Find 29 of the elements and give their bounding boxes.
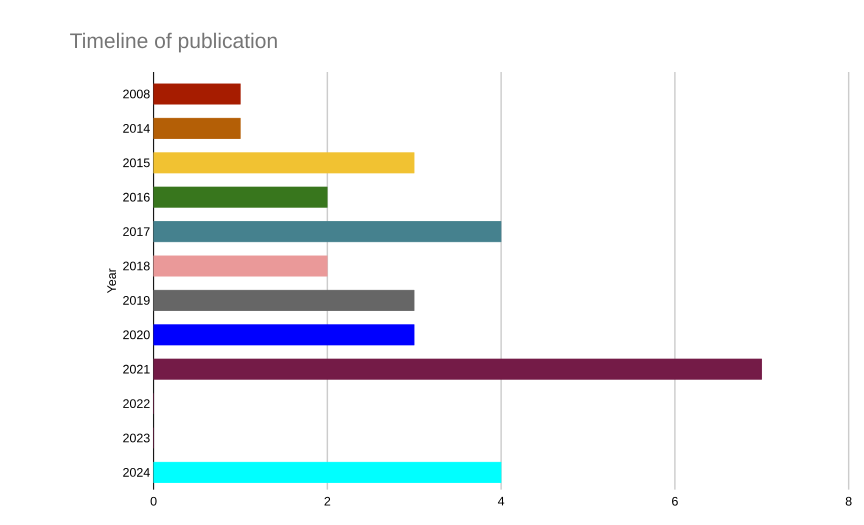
bar — [153, 358, 762, 380]
y-tick-label: 2015 — [123, 158, 150, 168]
y-tick-label: 2023 — [123, 434, 150, 442]
y-tick-label: 2018 — [123, 262, 150, 270]
x-tick-label: 0 — [150, 496, 157, 506]
bar — [153, 221, 502, 242]
y-tick-label: 2008 — [123, 90, 150, 98]
bar — [153, 152, 414, 174]
x-tick-label: 6 — [672, 496, 678, 506]
y-tick-label: 2022 — [123, 399, 150, 408]
x-tick-label: 4 — [498, 496, 504, 506]
bar — [153, 462, 502, 483]
y-axis-title: Year — [107, 268, 116, 294]
bar — [153, 186, 328, 208]
x-tick-label: 2 — [324, 496, 330, 506]
chart-title: Timeline of publication — [70, 32, 277, 52]
y-tick-label: 2024 — [123, 468, 150, 477]
x-tick-label: 8 — [846, 496, 852, 506]
y-tick-label: 2014 — [123, 124, 150, 133]
bar — [153, 255, 328, 276]
bar — [153, 118, 241, 139]
y-tick-label: 2016 — [123, 192, 150, 202]
bar — [153, 324, 414, 346]
bar — [153, 290, 414, 311]
y-tick-label: 2021 — [123, 364, 150, 374]
y-tick-label: 2017 — [123, 227, 150, 236]
y-tick-label: 2020 — [123, 330, 150, 340]
bar — [153, 83, 241, 104]
y-tick-label: 2019 — [123, 296, 150, 305]
